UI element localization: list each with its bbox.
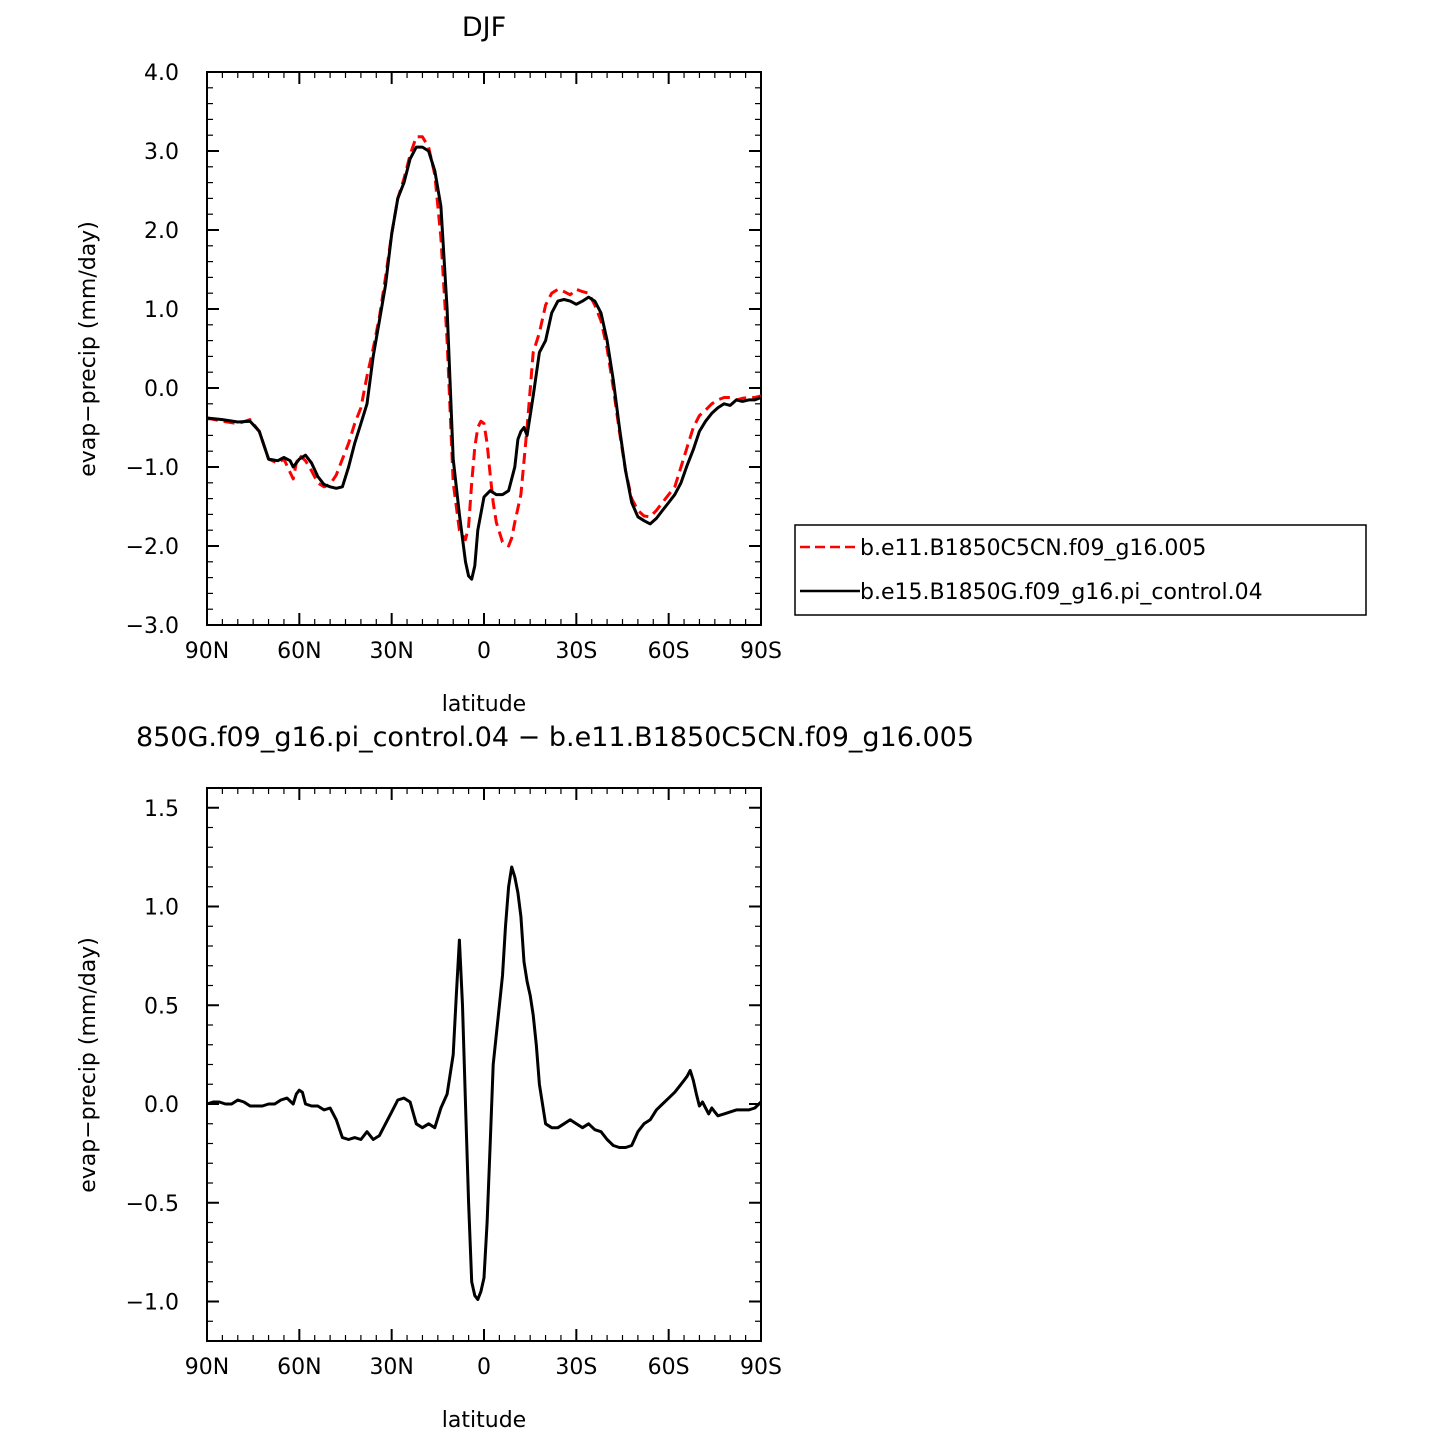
bottom-x-tick-label: 0 bbox=[477, 1355, 491, 1380]
top-series-line-1 bbox=[206, 135, 762, 548]
bottom-series-line-1 bbox=[206, 865, 763, 1301]
bottom-y-tick-label: 0.5 bbox=[144, 994, 179, 1019]
top-y-tick-label: −1.0 bbox=[126, 456, 179, 481]
bottom-y-tick-label: 1.5 bbox=[144, 797, 179, 822]
bottom-x-tick-label: 60N bbox=[277, 1355, 321, 1380]
top-x-tick-label: 90N bbox=[185, 639, 229, 664]
top-panel-marks: 90N 60N 30N 0 30S 60S 90S −3.0 −2.0 −1.0 0.0 1.0 2.0… bbox=[126, 61, 782, 664]
bottom-y-tick-label: 0.0 bbox=[144, 1093, 179, 1118]
bottom-y-tick-label: −0.5 bbox=[126, 1192, 179, 1217]
bottom-x-tick-label: 30S bbox=[555, 1355, 597, 1380]
top-x-tick-label: 30S bbox=[555, 639, 597, 664]
top-x-tick-label: 60S bbox=[648, 639, 690, 664]
legend-box bbox=[794, 524, 1367, 616]
top-x-tick-label: 60N bbox=[277, 639, 321, 664]
top-panel: DJF 90N 60N 30N 0 30S 60S 90S −3.0 −2.0 −1.0 0.0 1.… bbox=[76, 12, 1367, 717]
bottom-panel-y-axis-label: evap−precip (mm/day) bbox=[76, 937, 101, 1193]
top-panel-y-axis-label: evap−precip (mm/day) bbox=[76, 221, 101, 477]
top-x-tick-label: 30N bbox=[369, 639, 413, 664]
bottom-x-tick-label: 90N bbox=[185, 1355, 229, 1380]
bottom-panel-title: 850G.f09_g16.pi_control.04 − b.e11.B1850… bbox=[136, 722, 974, 753]
top-y-tick-label: 2.0 bbox=[144, 219, 179, 244]
bottom-x-tick-label: 90S bbox=[740, 1355, 782, 1380]
bottom-panel-x-axis-label: latitude bbox=[442, 1408, 526, 1433]
top-y-tick-label: 0.0 bbox=[144, 377, 179, 402]
top-y-tick-label: 3.0 bbox=[144, 140, 179, 165]
bottom-x-tick-label: 60S bbox=[648, 1355, 690, 1380]
bottom-x-tick-label: 30N bbox=[369, 1355, 413, 1380]
bottom-y-tick-label: −1.0 bbox=[126, 1291, 179, 1316]
top-x-tick-label: 90S bbox=[740, 639, 782, 664]
top-y-tick-label: −3.0 bbox=[126, 614, 179, 639]
bottom-y-tick-label: 1.0 bbox=[144, 896, 179, 921]
legend-label-series-1: b.e11.B1850C5CN.f09_g16.005 bbox=[860, 536, 1206, 561]
legend-label-series-2: b.e15.B1850G.f09_g16.pi_control.04 bbox=[860, 580, 1263, 605]
bottom-panel: 850G.f09_g16.pi_control.04 − b.e11.B1850… bbox=[76, 722, 974, 1433]
bottom-panel-marks: 90N 60N 30N 0 30S 60S 90S −1.0 −0.5 0.0 0.5 1.0 1.5 bbox=[126, 787, 782, 1380]
top-panel-x-axis-label: latitude bbox=[442, 692, 526, 717]
top-x-tick-label: 0 bbox=[477, 639, 491, 664]
top-y-tick-label: 1.0 bbox=[144, 298, 179, 323]
top-y-tick-label: −2.0 bbox=[126, 535, 179, 560]
legend: b.e11.B1850C5CN.f09_g16.005 b.e15.B1850G… bbox=[794, 524, 1367, 616]
top-y-tick-label: 4.0 bbox=[144, 61, 179, 86]
top-panel-title: DJF bbox=[462, 12, 506, 43]
top-series-line-2 bbox=[206, 145, 762, 581]
